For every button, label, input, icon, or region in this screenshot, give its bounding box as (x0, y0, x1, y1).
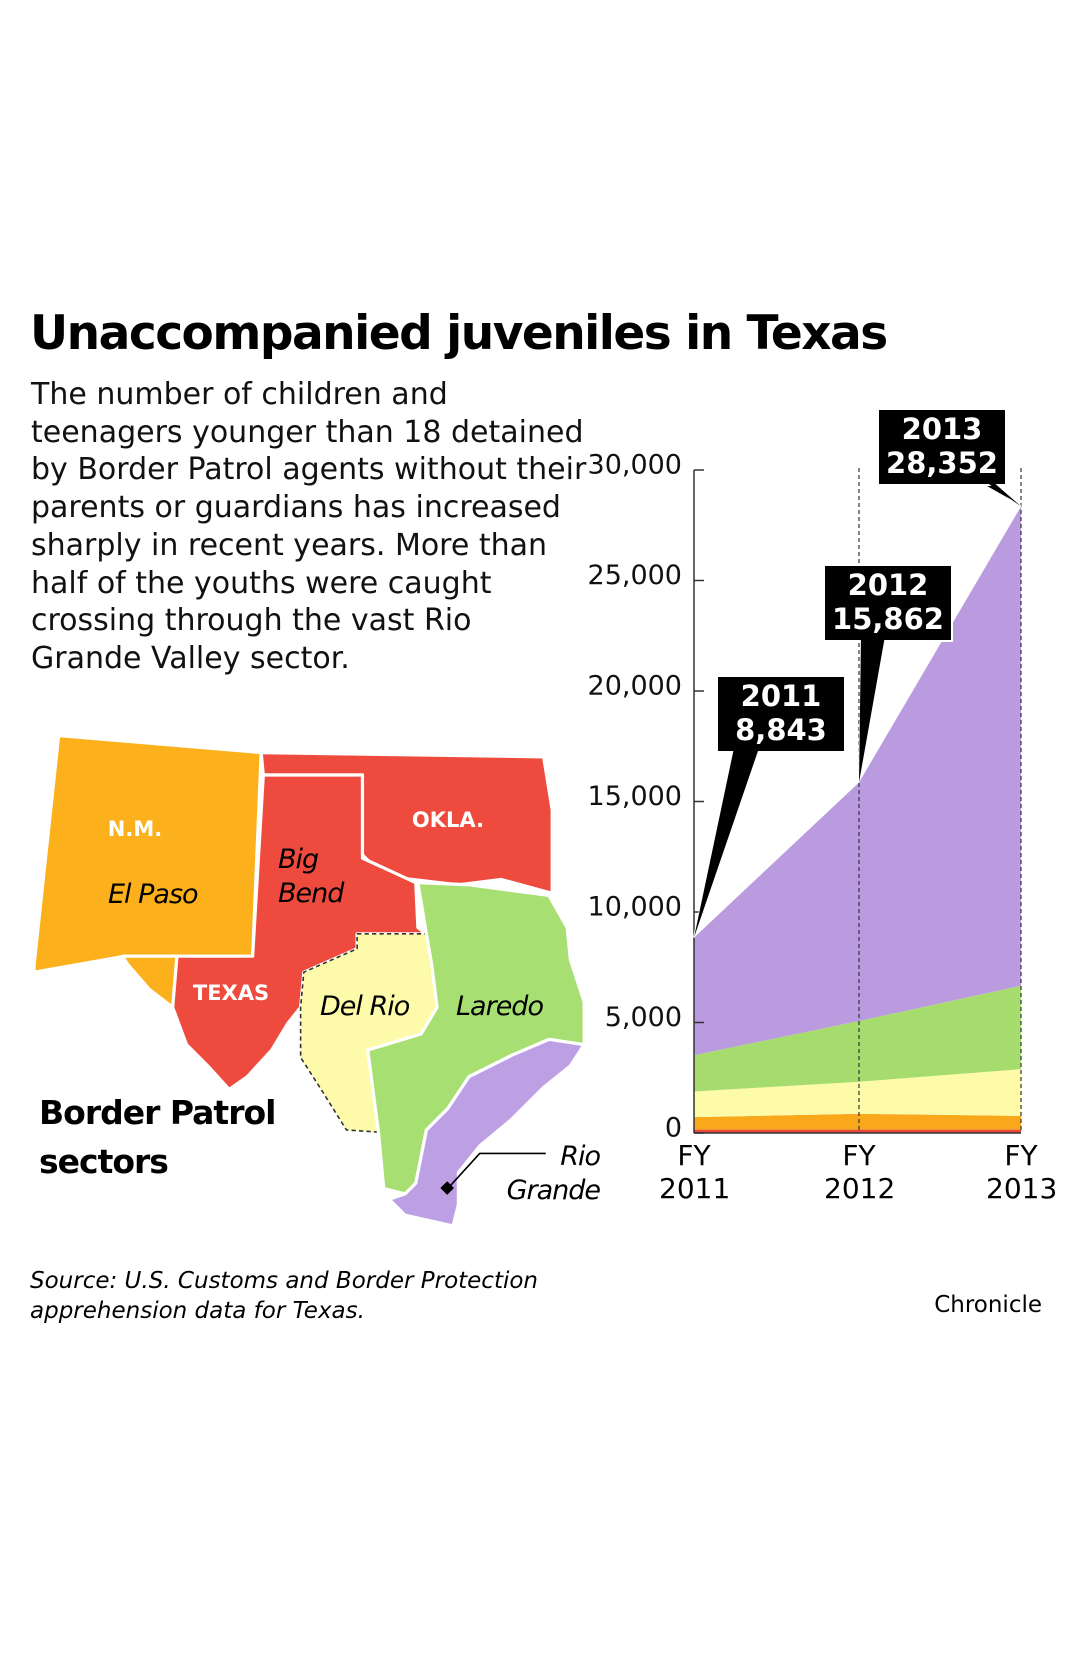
map-region (171, 773, 428, 1092)
area (694, 1113, 1021, 1130)
callout-value: 15,862 (832, 602, 944, 636)
callout-pointer (859, 636, 885, 783)
y-tick-label: 30,000 (588, 450, 682, 481)
y-tick-label: 15,000 (588, 781, 682, 812)
y-tick-label: 0 (665, 1113, 682, 1144)
callout-box (823, 564, 953, 642)
sector-label: Del Rio (320, 991, 410, 1022)
sector-label: El Paso (108, 879, 199, 910)
map-region (120, 954, 179, 1009)
area (694, 985, 1021, 1092)
map-region (387, 1037, 586, 1228)
description: The number of children and teenagers you… (31, 377, 587, 676)
state-label: OKLA. (412, 808, 484, 832)
area (694, 1069, 1021, 1118)
y-tick-label: 20,000 (588, 671, 682, 702)
callout-year: 2013 (902, 412, 983, 446)
credit: Chronicle (934, 1292, 1042, 1318)
callout-pointer (694, 748, 759, 938)
area (694, 506, 1021, 1056)
sector-label: Laredo (456, 991, 544, 1022)
callout-box (877, 408, 1007, 486)
source: Source: U.S. Customs and Border Protecti… (30, 1268, 539, 1324)
sector-label: Big Bend (278, 844, 344, 909)
callout-value: 8,843 (735, 713, 827, 747)
state-label: TEXAS (193, 981, 269, 1005)
callout-box (716, 675, 846, 753)
x-tick-label: FY 2011 (659, 1139, 731, 1205)
map-region (32, 733, 263, 974)
callout-value: 28,352 (886, 446, 998, 480)
x-tick-label: FY 2012 (824, 1139, 896, 1205)
area (694, 1129, 1021, 1133)
pointer-line (447, 1152, 546, 1190)
callout-year: 2011 (741, 679, 822, 713)
y-tick-label: 25,000 (588, 560, 682, 591)
x-tick-label: FY 2013 (986, 1139, 1058, 1205)
title: Unaccompanied juveniles in Texas (30, 306, 888, 361)
callout-pointer (984, 474, 1021, 507)
map-title: Border Patrol sectors (39, 1093, 276, 1181)
y-tick-label: 5,000 (605, 1002, 682, 1033)
callout-year: 2012 (848, 568, 929, 602)
state-label: N.M. (108, 817, 162, 841)
y-tick-label: 10,000 (588, 892, 682, 923)
sector-label: Rio Grande (506, 1141, 601, 1206)
map (32, 733, 586, 1228)
